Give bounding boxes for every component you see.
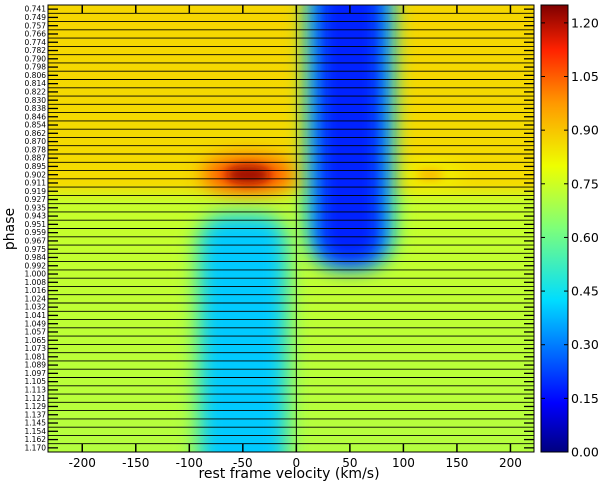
- colorbar-tick-label: 0.00: [571, 445, 599, 460]
- phase-label: 0.911: [25, 179, 47, 188]
- phase-label: 1.137: [25, 410, 47, 419]
- phase-label: 0.895: [25, 162, 47, 171]
- phase-label: 1.065: [25, 336, 47, 345]
- colorbar-ticks: 0.00 0.15 0.30 0.45 0.60 0.75 0.90 1.05 1.20: [541, 15, 599, 460]
- phase-label: 1.081: [25, 352, 47, 361]
- x-tick-label: 50: [342, 456, 357, 470]
- phase-label: 1.121: [25, 394, 47, 403]
- phase-label: 0.790: [25, 54, 47, 63]
- phase-label: 1.000: [25, 270, 47, 279]
- colorbar-tick-label: 0.90: [571, 123, 599, 138]
- phase-label: 0.919: [25, 187, 47, 196]
- phase-label: 1.097: [25, 369, 47, 378]
- phase-label: 1.016: [25, 286, 47, 295]
- phase-label: 1.170: [25, 443, 47, 452]
- x-tick-label: 150: [445, 456, 468, 470]
- phase-label: 0.959: [25, 228, 47, 237]
- phase-label: 0.902: [25, 170, 47, 179]
- phase-label: 0.992: [25, 261, 47, 270]
- absorption-trough: [315, 5, 384, 266]
- x-axis-label: rest frame velocity (km/s): [198, 466, 379, 482]
- phase-label: 0.782: [25, 46, 47, 55]
- absorption-trough: [200, 216, 285, 452]
- x-tick-label: -100: [176, 456, 203, 470]
- emission-peak: [416, 169, 445, 180]
- phase-label: 1.145: [25, 419, 47, 428]
- phase-label: 1.105: [25, 377, 47, 386]
- colorbar-tick-label: 0.15: [571, 391, 599, 406]
- phase-label: 0.975: [25, 245, 47, 254]
- phase-label: 1.113: [25, 386, 47, 395]
- phase-label: 1.089: [25, 361, 47, 370]
- phase-label: 0.830: [25, 96, 47, 105]
- phase-label: 0.798: [25, 63, 47, 72]
- phase-label: 0.814: [25, 79, 47, 88]
- phase-label: 0.862: [25, 129, 47, 138]
- x-tick-label: 0: [293, 456, 301, 470]
- phase-label: 1.008: [25, 278, 47, 287]
- x-tick-label: -150: [122, 456, 149, 470]
- y-axis-ticks: 0.7410.7490.7570.7660.7740.7820.7900.798…: [25, 5, 534, 452]
- phase-label: 0.838: [25, 104, 47, 113]
- colorbar-tick-label: 1.20: [571, 15, 599, 30]
- phase-label: 0.984: [25, 253, 47, 262]
- colorbar-tick-label: 0.75: [571, 176, 599, 191]
- emission-peak: [226, 165, 271, 184]
- colorbar-tick-label: 0.30: [571, 337, 599, 352]
- colorbar-tick-label: 0.45: [571, 284, 599, 299]
- phase-label: 0.846: [25, 112, 47, 121]
- phase-label: 1.057: [25, 328, 47, 337]
- heatmap-area: [48, 5, 534, 452]
- phase-label: 1.049: [25, 319, 47, 328]
- colorbar-tick-label: 1.05: [571, 69, 599, 84]
- plot-frame: [47, 4, 535, 453]
- y-axis-label: phase: [2, 208, 18, 250]
- phase-label: 0.878: [25, 145, 47, 154]
- x-tick-label: -200: [69, 456, 96, 470]
- x-tick-label: 200: [499, 456, 522, 470]
- phase-label: 0.822: [25, 88, 47, 97]
- x-tick-label: -50: [233, 456, 253, 470]
- phase-label: 0.935: [25, 203, 47, 212]
- colorbar: [540, 4, 569, 453]
- phase-label: 0.741: [25, 5, 47, 14]
- phase-label: 0.774: [25, 38, 47, 47]
- phase-label: 1.073: [25, 344, 47, 353]
- phase-label: 0.887: [25, 154, 47, 163]
- colorbar-tick-label: 0.60: [571, 230, 599, 245]
- phase-label: 0.870: [25, 137, 47, 146]
- phase-label: 0.943: [25, 212, 47, 221]
- phase-label: 0.757: [25, 21, 47, 30]
- phase-label: 1.024: [25, 294, 47, 303]
- phase-label: 1.154: [25, 427, 47, 436]
- feature-layer: [190, 5, 461, 452]
- phase-label: 0.854: [25, 121, 47, 130]
- phase-label: 0.967: [25, 237, 47, 246]
- phase-label: 1.032: [25, 303, 47, 312]
- phase-label: 1.041: [25, 311, 47, 320]
- phase-label: 0.766: [25, 30, 47, 39]
- phase-label: 0.749: [25, 13, 47, 22]
- x-tick-label: 100: [392, 456, 415, 470]
- phase-label: 1.129: [25, 402, 47, 411]
- phase-separator-lines: [48, 12, 534, 445]
- phase-label: 1.162: [25, 435, 47, 444]
- phase-label: 0.806: [25, 71, 47, 80]
- x-axis-ticks: -200 -150 -100 -50 0 50 100 150 200: [69, 5, 522, 470]
- phase-label: 0.951: [25, 220, 47, 229]
- phase-label: 0.927: [25, 195, 47, 204]
